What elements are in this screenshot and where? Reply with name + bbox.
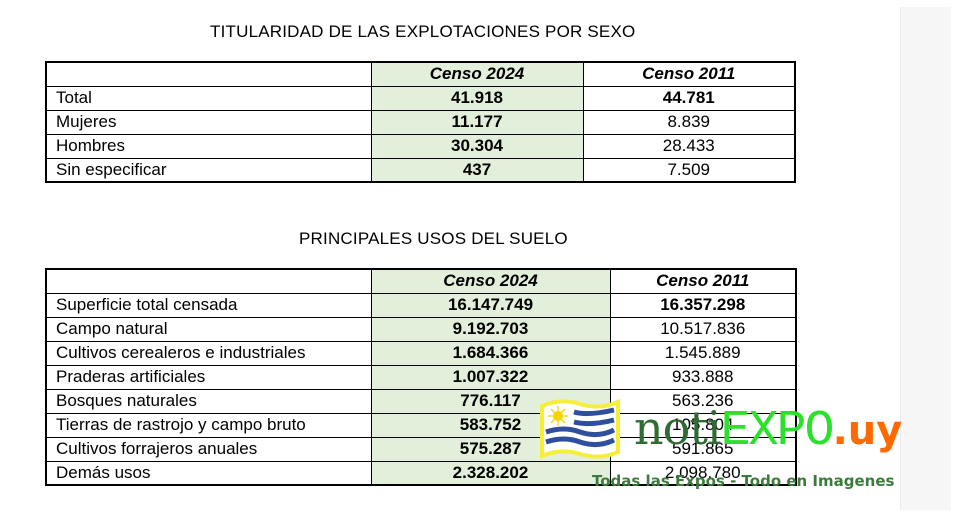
row-label: Superficie total censada: [45, 292, 372, 318]
value-censo-2024: 16.147.749: [370, 292, 611, 318]
row-label: Campo natural: [45, 316, 372, 342]
value-censo-2011: 1.545.889: [609, 340, 797, 366]
value-censo-2024: 437: [370, 157, 584, 183]
row-label: Praderas artificiales: [45, 364, 372, 390]
table-row: Superficie total censada 16.147.749 16.3…: [45, 292, 797, 318]
notiexpo-watermark[interactable]: notiEXPO.uy Todas las Expos - Todo en Im…: [538, 396, 958, 496]
table-row: Campo natural 9.192.703 10.517.836: [45, 316, 797, 342]
page-side-band: [900, 7, 951, 510]
value-censo-2024: 1.684.366: [370, 340, 611, 366]
row-label: Demás usos: [45, 460, 372, 486]
row-label: Total: [45, 85, 372, 111]
table-row: Demás usos 2.328.202 2.098.780: [45, 460, 797, 486]
header-censo-2011: Censo 2011: [582, 61, 796, 87]
row-label: Tierras de rastrojo y campo bruto: [45, 412, 372, 438]
brand-wordmark: notiEXPO.uy: [634, 400, 902, 460]
table1-title: TITULARIDAD DE LAS EXPLOTACIONES POR SEX…: [210, 22, 636, 41]
row-label: Mujeres: [45, 109, 372, 135]
value-censo-2011: 10.517.836: [609, 316, 797, 342]
header-label-cell: [45, 268, 372, 294]
value-censo-2011: 7.509: [582, 157, 796, 183]
table-row: Sin especificar 437 7.509: [45, 157, 796, 183]
value-censo-2011: 8.839: [582, 109, 796, 135]
header-censo-2011: Censo 2011: [609, 268, 797, 294]
header-censo-2024: Censo 2024: [370, 268, 611, 294]
uruguay-flag-icon: [540, 398, 620, 460]
value-censo-2011: 933.888: [609, 364, 797, 390]
row-label: Sin especificar: [45, 157, 372, 183]
value-censo-2011: 2.098.780: [609, 460, 797, 486]
row-label: Bosques naturales: [45, 388, 372, 414]
table-row: Praderas artificiales 1.007.322 933.888: [45, 364, 797, 390]
table-row: Hombres 30.304 28.433: [45, 133, 796, 159]
value-censo-2024: 30.304: [370, 133, 584, 159]
value-censo-2011: 16.357.298: [609, 292, 797, 318]
table-row: Mujeres 11.177 8.839: [45, 109, 796, 135]
row-label: Hombres: [45, 133, 372, 159]
brand-expo: EXPO: [720, 403, 835, 460]
brand-uy: .uy: [832, 408, 903, 454]
value-censo-2024: 11.177: [370, 109, 584, 135]
value-censo-2024: 41.918: [370, 85, 584, 111]
table-row: Total 41.918 44.781: [45, 85, 796, 111]
table-header-row: Censo 2024 Censo 2011: [45, 268, 797, 294]
header-censo-2024: Censo 2024: [370, 61, 584, 87]
ownership-by-sex-table: Censo 2024 Censo 2011 Total 41.918 44.78…: [45, 61, 796, 183]
row-label: Cultivos cerealeros e industriales: [45, 340, 372, 366]
value-censo-2011: 44.781: [582, 85, 796, 111]
table-header-row: Censo 2024 Censo 2011: [45, 61, 796, 87]
value-censo-2024: 9.192.703: [370, 316, 611, 342]
table-row: Cultivos cerealeros e industriales 1.684…: [45, 340, 797, 366]
brand-noti: noti: [634, 401, 722, 455]
table2-title: PRINCIPALES USOS DEL SUELO: [299, 229, 568, 248]
brand-tagline: Todas las Expos - Todo en Imagenes: [592, 472, 895, 490]
value-censo-2024: 1.007.322: [370, 364, 611, 390]
row-label: Cultivos forrajeros anuales: [45, 436, 372, 462]
header-label-cell: [45, 61, 372, 87]
value-censo-2011: 28.433: [582, 133, 796, 159]
value-censo-2024: 2.328.202: [370, 460, 611, 486]
